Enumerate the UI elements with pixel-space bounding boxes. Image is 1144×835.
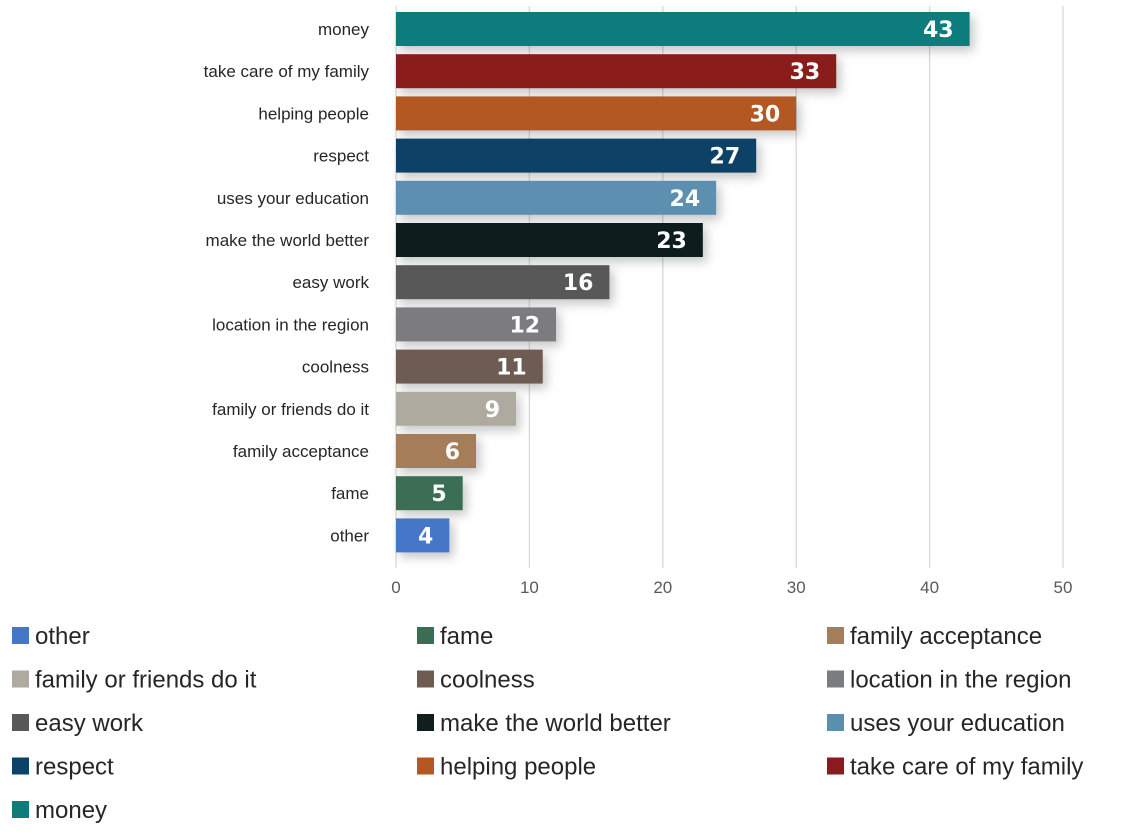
- legend-label: take care of my family: [850, 754, 1083, 781]
- bar: [396, 434, 477, 468]
- bar-data-label: 6: [445, 440, 460, 465]
- category-label: uses your education: [217, 189, 369, 208]
- legend-label: uses your education: [850, 710, 1065, 737]
- category-label: coolness: [302, 358, 369, 377]
- bar: [396, 518, 450, 553]
- legend-swatch: [12, 670, 29, 688]
- bar: [396, 349, 543, 384]
- x-axis-ticks: 0 10 20 30 40 50: [391, 578, 1072, 597]
- category-label: make the world better: [206, 231, 370, 250]
- legend-label: other: [35, 623, 90, 650]
- category-label: helping people: [258, 104, 369, 123]
- legend-label: family or friends do it: [35, 667, 257, 694]
- bar: [396, 265, 610, 300]
- x-tick-label: 0: [391, 578, 400, 597]
- legend-swatch: [417, 757, 434, 775]
- bar-data-label: 5: [431, 482, 446, 507]
- category-label: respect: [313, 147, 369, 166]
- bar-data-label: 30: [750, 102, 781, 127]
- category-label: easy work: [292, 273, 369, 292]
- legend-label: easy work: [35, 710, 144, 737]
- bar-data-label: 27: [710, 145, 741, 170]
- bar-data-label: 9: [485, 398, 500, 423]
- bar: [396, 54, 837, 89]
- bar: [396, 138, 757, 173]
- bar: [396, 96, 797, 131]
- bar: [396, 12, 970, 46]
- bar-data-label: 24: [670, 187, 701, 212]
- legend-label: respect: [35, 754, 114, 781]
- bar-data-label: 43: [923, 18, 954, 43]
- legend-label: money: [35, 797, 107, 824]
- x-tick-label: 50: [1054, 578, 1073, 597]
- category-label: money: [318, 20, 370, 39]
- x-tick-label: 20: [653, 578, 672, 597]
- bar-data-label: 16: [563, 271, 594, 296]
- legend-label: helping people: [440, 754, 596, 781]
- x-tick-label: 30: [787, 578, 806, 597]
- legend-swatch: [827, 757, 844, 775]
- bar: [396, 180, 717, 215]
- legend-swatch: [12, 627, 29, 644]
- bar: [396, 476, 463, 511]
- legend-swatch: [12, 714, 29, 731]
- bar: [396, 223, 703, 257]
- legend-swatch: [417, 627, 434, 644]
- category-labels: money take care of my family helping peopl…: [204, 20, 370, 545]
- legend-swatch: [12, 757, 29, 775]
- legend-label: make the world better: [440, 710, 671, 737]
- bar-data-label: 33: [790, 60, 821, 85]
- bar: [396, 391, 517, 426]
- x-tick-label: 10: [520, 578, 539, 597]
- category-label: family acceptance: [233, 442, 369, 461]
- category-label: location in the region: [212, 315, 369, 334]
- legend-swatch: [827, 627, 844, 644]
- legend-swatch: [827, 670, 844, 688]
- legend-label: location in the region: [850, 667, 1071, 694]
- category-label: take care of my family: [204, 62, 370, 81]
- category-label: family or friends do it: [212, 400, 369, 419]
- bar-data-label: 12: [509, 313, 540, 338]
- bar-data-label: 11: [496, 356, 527, 381]
- bar-data-label: 23: [656, 229, 687, 254]
- bars: 43 33 30 27 24 23 16 12 11 96 5 4: [396, 12, 970, 553]
- bar-data-label: 4: [418, 524, 433, 549]
- legend-swatch: [827, 714, 844, 731]
- legend-swatch: [417, 670, 434, 688]
- bar: [396, 307, 557, 342]
- legend-label: fame: [440, 623, 493, 650]
- legend-swatch: [417, 714, 434, 731]
- legend-label: coolness: [440, 667, 535, 694]
- legend-swatch: [12, 801, 29, 818]
- x-tick-label: 40: [920, 578, 939, 597]
- legend-label: family acceptance: [850, 623, 1042, 650]
- legend: other fame family acceptance family or frie…: [12, 623, 1083, 824]
- category-label: fame: [331, 484, 369, 503]
- category-label: other: [330, 526, 369, 545]
